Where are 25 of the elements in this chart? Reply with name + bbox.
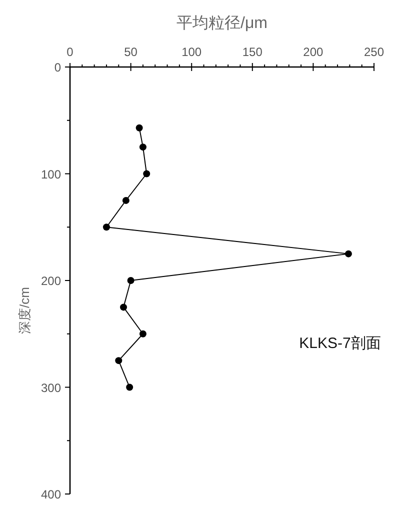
x-tick-label: 100 [182, 45, 202, 59]
point [102, 224, 110, 231]
y-tick-label: 400 [40, 488, 62, 502]
point [126, 384, 134, 391]
y-tick-label: 0 [54, 60, 62, 74]
point [139, 330, 146, 338]
point [344, 250, 352, 258]
x-tick-label: 250 [364, 45, 384, 59]
point [122, 196, 130, 204]
point [143, 170, 150, 178]
x-tick-label: 150 [242, 45, 263, 59]
y-tick-label: 200 [40, 274, 62, 288]
point [115, 357, 122, 364]
annotation: KLKS-7剖面 [299, 335, 381, 352]
y-tick-label: 100 [40, 167, 62, 182]
point [139, 144, 146, 151]
point [136, 124, 143, 132]
y-axis-title: 深度/cm [17, 287, 32, 334]
point [127, 277, 134, 284]
x-tick-label: 0 [66, 45, 74, 59]
x-axis-title: 平均粒径/μm [176, 15, 268, 32]
x-tick-label: 50 [124, 45, 138, 59]
point [120, 304, 128, 311]
x-tick-label: 200 [303, 45, 324, 59]
y-tick-label: 300 [40, 380, 62, 395]
